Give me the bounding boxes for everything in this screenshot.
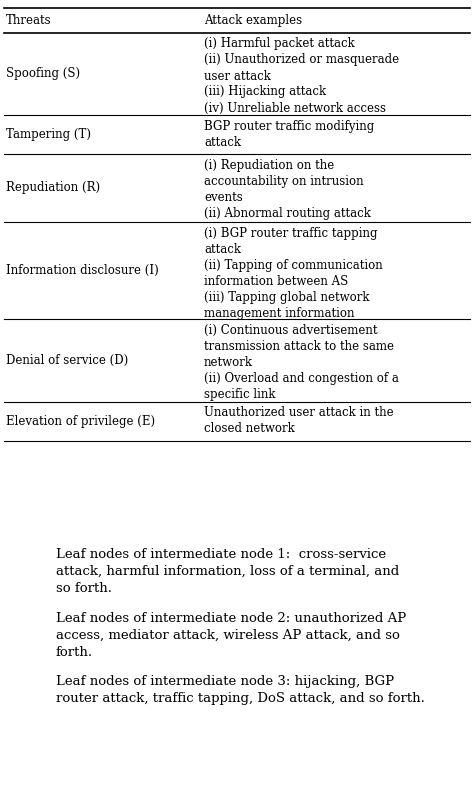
Text: (i) Continuous advertisement
transmission attack to the same
network
(ii) Overlo: (i) Continuous advertisement transmissio… [204,324,399,401]
Text: BGP router traffic modifying
attack: BGP router traffic modifying attack [204,120,374,149]
Text: (i) BGP router traffic tapping
attack
(ii) Tapping of communication
information : (i) BGP router traffic tapping attack (i… [204,227,383,320]
Text: Spoofing (S): Spoofing (S) [6,67,80,80]
Text: Tampering (T): Tampering (T) [6,128,91,141]
Text: Unauthorized user attack in the
closed network: Unauthorized user attack in the closed n… [204,407,393,436]
Text: Leaf nodes of intermediate node 3: hijacking, BGP
router attack, traffic tapping: Leaf nodes of intermediate node 3: hijac… [56,675,425,705]
Text: Denial of service (D): Denial of service (D) [6,353,128,366]
Text: Attack examples: Attack examples [204,14,302,27]
Text: Leaf nodes of intermediate node 2: unauthorized AP
access, mediator attack, wire: Leaf nodes of intermediate node 2: unaut… [56,612,406,659]
Text: Threats: Threats [6,14,52,27]
Text: Leaf nodes of intermediate node 1:  cross-service
attack, harmful information, l: Leaf nodes of intermediate node 1: cross… [56,548,399,595]
Text: Repudiation (R): Repudiation (R) [6,182,100,194]
Text: (i) Repudiation on the
accountability on intrusion
events
(ii) Abnormal routing : (i) Repudiation on the accountability on… [204,159,371,220]
Text: Information disclosure (I): Information disclosure (I) [6,264,159,277]
Text: Elevation of privilege (E): Elevation of privilege (E) [6,415,155,428]
Text: (i) Harmful packet attack
(ii) Unauthorized or masquerade
user attack
(iii) Hija: (i) Harmful packet attack (ii) Unauthori… [204,37,399,115]
